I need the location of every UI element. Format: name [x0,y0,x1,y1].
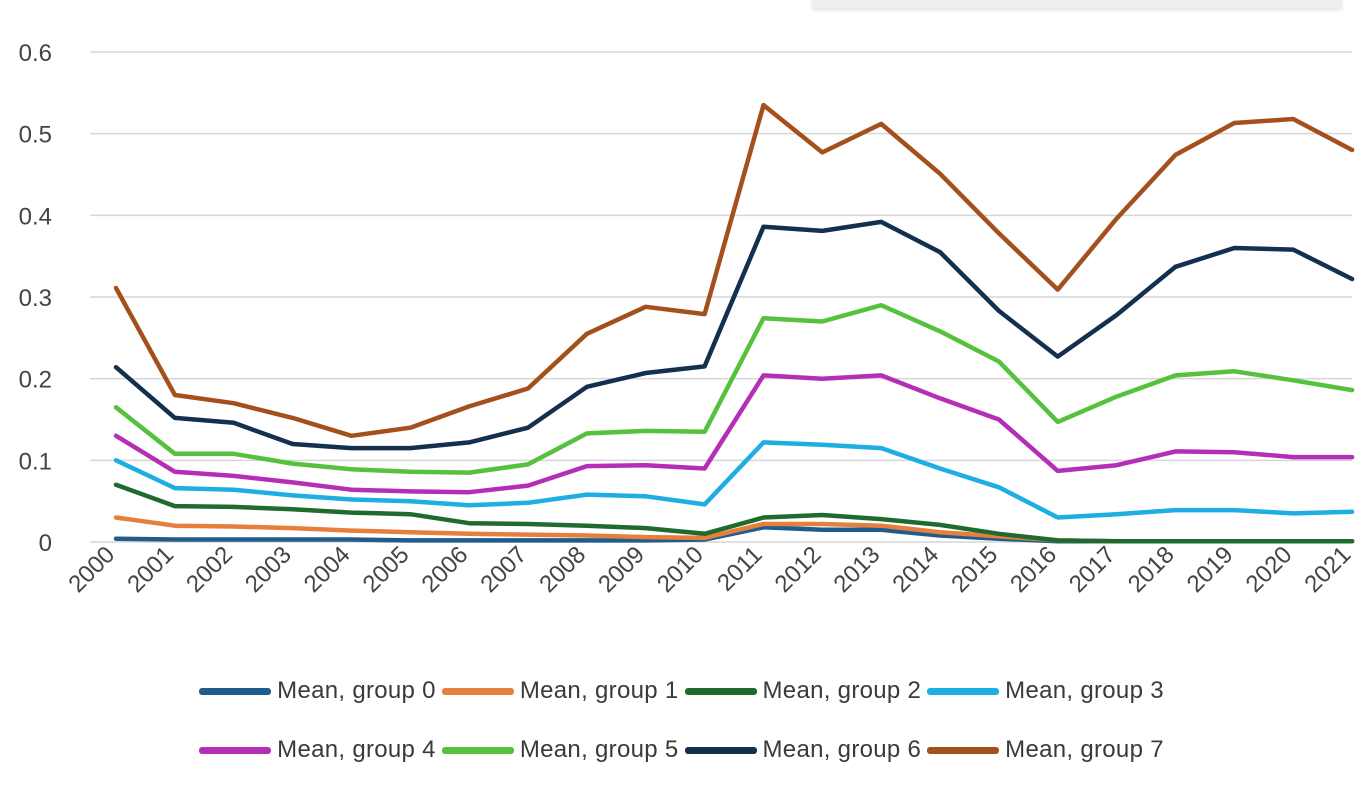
x-tick-label: 2017 [1064,541,1121,598]
legend: Mean, group 0 Mean, group 1 Mean, group 2 M… [0,672,1363,790]
x-tick-label: 2001 [122,541,179,598]
series-line-group-2 [113,482,1355,544]
x-tick-label: 2020 [1241,541,1298,598]
legend-label: Mean, group 1 [519,677,679,704]
legend-item: Mean, group 1 [441,677,679,705]
x-tick-label: 2000 [63,541,120,598]
y-tick-label: 0.1 [19,448,52,475]
y-tick-label: 0.4 [19,203,52,230]
x-tick-label: 2018 [1123,541,1180,598]
x-tick-label: 2006 [417,541,474,598]
x-tick-label: 2013 [829,541,886,598]
legend-swatch [199,687,272,695]
legend-swatch [927,746,1000,754]
legend-label: Mean, group 6 [762,736,922,763]
series-line-group-5 [113,302,1355,475]
legend-label: Mean, group 7 [1005,736,1164,763]
x-tick-label: 2016 [1005,541,1062,598]
series-line-group-3 [113,440,1355,520]
gridlines [90,51,1352,543]
legend-item: Mean, group 7 [927,736,1164,764]
legend-label: Mean, group 3 [1005,677,1164,704]
x-tick-label: 2002 [181,541,238,598]
series-line-group-6 [113,219,1355,451]
x-tick-label: 2005 [358,541,415,598]
legend-item: Mean, group 6 [684,736,922,764]
x-tick-label: 2004 [299,541,356,598]
x-tick-label: 2021 [1299,541,1356,598]
y-tick-label: 0.5 [19,122,52,149]
x-tick-label: 2012 [770,541,827,598]
x-tick-label: 2015 [946,541,1003,598]
legend-swatch [441,687,514,695]
x-tick-label: 2014 [887,541,944,598]
legend-item: Mean, group 5 [441,736,679,764]
x-tick-label: 2011 [712,541,768,597]
line-chart: 0 0.1 0.2 0.3 0.4 0.5 0.6 2000 2001 2002 2003 2004… [19,40,1357,598]
legend-swatch [199,746,272,754]
x-tick-label: 2009 [593,541,650,598]
x-axis-tick-labels: 2000 2001 2002 2003 2004 2005 2006 2007 2008 2009… [63,541,1356,598]
series-line-group-4 [113,373,1355,495]
y-tick-label: 0 [39,530,52,557]
legend-swatch [684,746,757,754]
x-tick-label: 2003 [240,541,297,598]
legend-swatch [441,746,514,754]
legend-label: Mean, group 2 [762,677,922,704]
legend-item: Mean, group 3 [927,677,1164,705]
legend-label: Mean, group 4 [277,736,436,763]
legend-swatch [927,687,1000,695]
x-tick-label: 2008 [534,541,591,598]
y-tick-label: 0.3 [19,285,52,312]
legend-item: Mean, group 2 [684,677,922,705]
x-tick-label: 2010 [652,541,709,598]
legend-item: Mean, group 4 [199,736,436,764]
y-axis-tick-labels: 0 0.1 0.2 0.3 0.4 0.5 0.6 [19,40,52,557]
top-edge-panel [812,0,1342,8]
series-lines [113,102,1355,544]
legend-swatch [684,687,757,695]
x-tick-label: 2007 [475,541,532,598]
legend-label: Mean, group 5 [519,736,679,763]
legend-row: Mean, group 0 Mean, group 1 Mean, group 2 M… [0,672,1363,710]
legend-item: Mean, group 0 [199,677,436,705]
legend-label: Mean, group 0 [277,677,436,704]
y-tick-label: 0.6 [19,40,52,67]
x-tick-label: 2019 [1182,541,1239,598]
legend-row: Mean, group 4 Mean, group 5 Mean, group 6 M… [0,731,1363,769]
series-line-group-7 [113,102,1355,439]
y-tick-label: 0.2 [19,367,52,394]
